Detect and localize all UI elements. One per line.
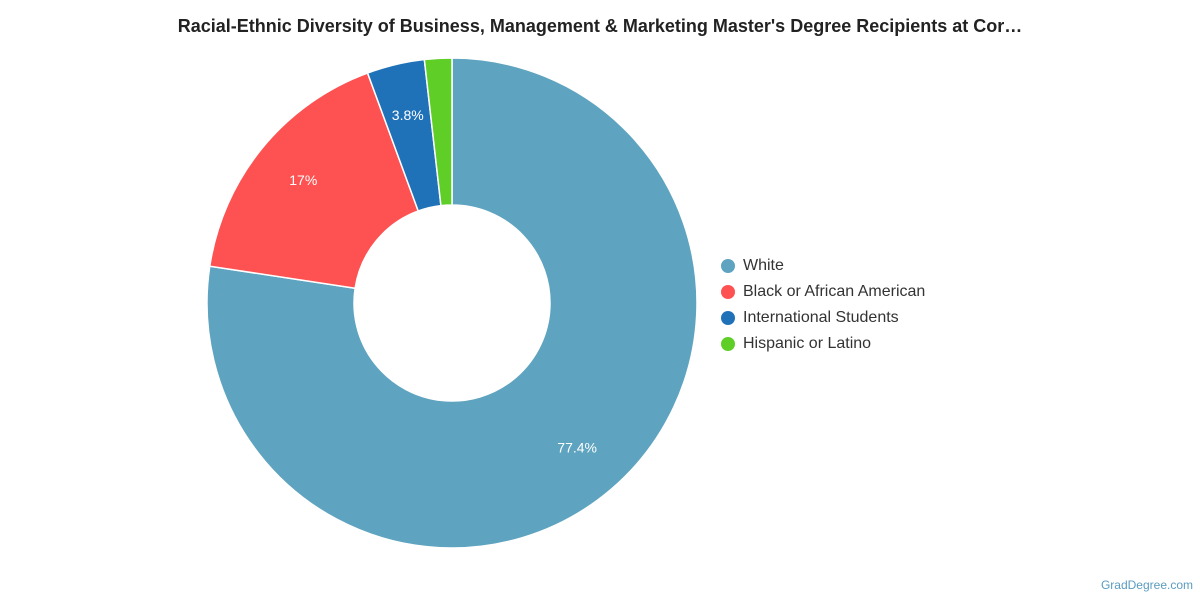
slice-labels: 77.4% 17% 3.8% bbox=[289, 107, 597, 455]
donut-slices bbox=[206, 57, 698, 549]
donut-slice-0[interactable] bbox=[206, 57, 698, 549]
legend-item-1[interactable]: Black or African American bbox=[721, 279, 925, 305]
legend-label-3: Hispanic or Latino bbox=[743, 335, 872, 352]
slice-label-2: 3.8% bbox=[392, 107, 424, 123]
legend-swatch-3 bbox=[721, 337, 735, 351]
donut-slice-1[interactable] bbox=[208, 72, 420, 290]
slice-label-1: 17% bbox=[289, 172, 317, 188]
credit-link[interactable]: GradDegree.com bbox=[1100, 578, 1193, 592]
legend-label-1: Black or African American bbox=[743, 283, 926, 300]
legend-label-2: International Students bbox=[743, 309, 899, 326]
legend-swatch-1 bbox=[721, 285, 735, 299]
legend-item-2[interactable]: International Students bbox=[721, 305, 925, 331]
slice-label-0: 77.4% bbox=[557, 439, 597, 455]
legend-item-0[interactable]: White bbox=[721, 253, 925, 279]
legend-swatch-0 bbox=[721, 259, 735, 273]
legend-item-3[interactable]: Hispanic or Latino bbox=[721, 331, 925, 357]
donut-slice-3[interactable] bbox=[423, 57, 453, 207]
chart-title: Racial-Ethnic Diversity of Business, Man… bbox=[177, 16, 1023, 36]
legend-swatch-2 bbox=[721, 311, 735, 325]
legend-label-0: White bbox=[743, 257, 784, 274]
chart-legend: White Black or African American Internatio… bbox=[721, 253, 925, 357]
